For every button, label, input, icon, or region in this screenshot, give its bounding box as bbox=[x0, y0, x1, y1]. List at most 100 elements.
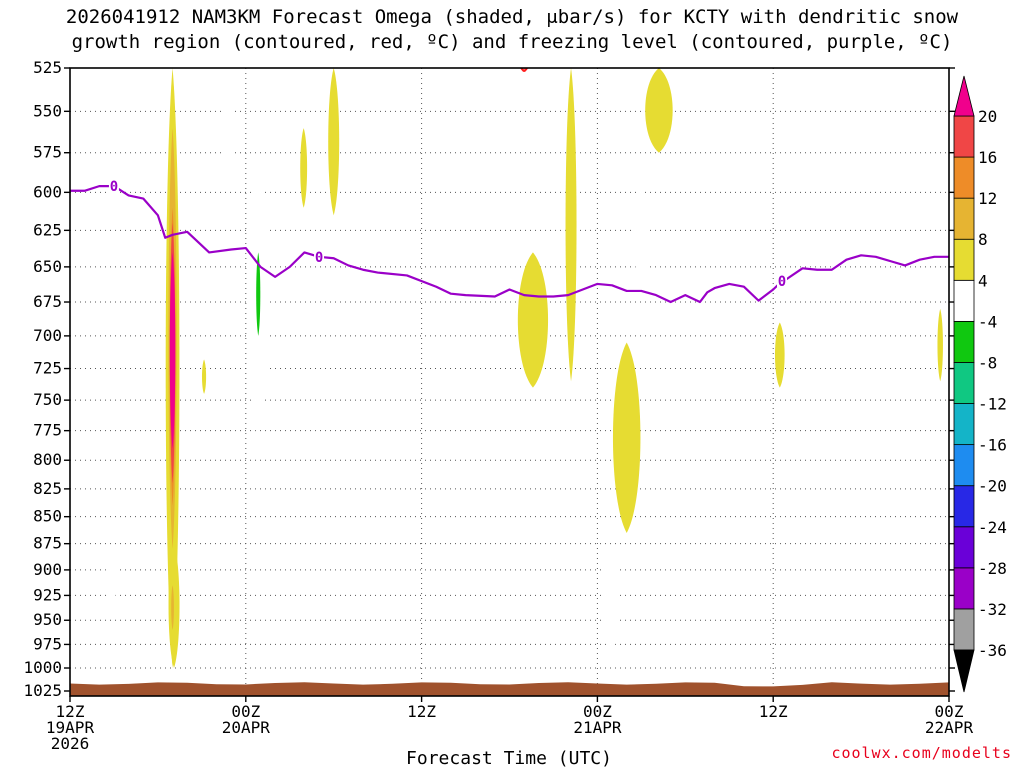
y-tick-label: 800 bbox=[33, 450, 62, 469]
omega-region bbox=[565, 68, 577, 382]
x-tick-label: 2026 bbox=[51, 734, 90, 753]
terrain-shape bbox=[70, 682, 949, 696]
x-tick-label: 22APR bbox=[925, 718, 974, 737]
colorbar-label: -4 bbox=[978, 312, 997, 331]
y-tick-label: 850 bbox=[33, 507, 62, 526]
x-tick-label: 21APR bbox=[573, 718, 622, 737]
x-tick-label: 12Z bbox=[56, 702, 85, 721]
y-tick-label: 600 bbox=[33, 182, 62, 201]
y-axis: 525 550 575 600 625 650 675 700 725 750 775 800 825 8… bbox=[23, 58, 955, 700]
omega-shading bbox=[105, 32, 943, 669]
dendritic-growth-contour: 0 bbox=[520, 64, 528, 75]
omega-region bbox=[937, 308, 943, 382]
y-tick-label: 675 bbox=[33, 292, 62, 311]
colorbar-low-triangle bbox=[953, 649, 975, 693]
freezing-label-bg bbox=[108, 178, 119, 194]
colorbar-band bbox=[953, 279, 975, 322]
colorbar-band bbox=[953, 485, 975, 528]
colorbar-label: -16 bbox=[978, 436, 1007, 455]
plot-area bbox=[70, 68, 949, 696]
colorbar-band bbox=[953, 608, 975, 651]
y-tick-label: 575 bbox=[33, 143, 62, 162]
y-tick-label: 775 bbox=[33, 421, 62, 440]
x-tick-label: 19APR bbox=[46, 718, 95, 737]
x-tick-label: 00Z bbox=[231, 702, 260, 721]
x-tick-label: 12Z bbox=[759, 702, 788, 721]
omega-region bbox=[645, 68, 673, 153]
x-tick-label: 20APR bbox=[222, 718, 271, 737]
omega-region bbox=[577, 32, 591, 68]
omega-region bbox=[517, 252, 549, 388]
omega-region bbox=[201, 359, 207, 394]
colorbar-label: -36 bbox=[978, 641, 1007, 660]
omega-region bbox=[221, 68, 234, 185]
colorbar-label: 16 bbox=[978, 148, 997, 167]
colorbar-band bbox=[953, 526, 975, 569]
colorbar-label: -20 bbox=[978, 477, 1007, 496]
omega-region bbox=[168, 543, 180, 669]
dendritic-growth-label: 0 bbox=[521, 64, 527, 75]
x-tick-label: 00Z bbox=[583, 702, 612, 721]
colorbar-label: -24 bbox=[978, 518, 1007, 537]
freezing-level-label: 0 bbox=[778, 274, 786, 290]
y-tick-label: 625 bbox=[33, 220, 62, 239]
freezing-label-bg bbox=[314, 248, 325, 264]
colorbar-band bbox=[953, 567, 975, 610]
omega-region bbox=[600, 554, 621, 654]
colorbar-band bbox=[953, 197, 975, 240]
omega-region bbox=[612, 342, 641, 533]
omega-region bbox=[300, 128, 308, 208]
x-tick-label: 12Z bbox=[407, 702, 436, 721]
colorbar-label: -12 bbox=[978, 395, 1007, 414]
y-tick-label: 1025 bbox=[23, 681, 62, 700]
colorbar-band bbox=[953, 238, 975, 281]
plot-frame bbox=[69, 67, 950, 697]
omega-region bbox=[105, 548, 117, 611]
colorbar-label: 12 bbox=[978, 189, 997, 208]
colorbar-label: 8 bbox=[978, 230, 988, 249]
colorbar-high-triangle bbox=[953, 75, 975, 117]
omega-region bbox=[256, 252, 261, 336]
colorbar-band bbox=[953, 156, 975, 199]
x-tick-label: 00Z bbox=[935, 702, 964, 721]
omega-region bbox=[634, 184, 649, 296]
freezing-label-bg bbox=[776, 273, 787, 289]
freezing-level-label: 0 bbox=[315, 250, 323, 266]
colorbar-label: 4 bbox=[978, 271, 988, 290]
chart-title-line-1: 2026041912 NAM3KM Forecast Omega (shaded… bbox=[65, 6, 959, 28]
colorbar-label: -8 bbox=[978, 353, 997, 372]
y-tick-label: 1000 bbox=[23, 658, 62, 677]
freezing-level-label: 0 bbox=[110, 179, 118, 195]
chart-title-line-2: growth region (contoured, red, ºC) and f… bbox=[71, 31, 953, 53]
y-tick-label: 875 bbox=[33, 534, 62, 553]
y-tick-label: 725 bbox=[33, 359, 62, 378]
omega-region bbox=[774, 322, 785, 388]
y-tick-label: 550 bbox=[33, 101, 62, 120]
y-tick-label: 525 bbox=[33, 58, 62, 77]
omega-region bbox=[328, 68, 340, 216]
colorbar-band bbox=[953, 403, 975, 446]
y-tick-label: 650 bbox=[33, 257, 62, 276]
x-axis-title: Forecast Time (UTC) bbox=[406, 748, 612, 768]
y-tick-label: 950 bbox=[33, 610, 62, 629]
credit-text: coolwx.com/modelts bbox=[831, 744, 1012, 762]
colorbar-label: 20 bbox=[978, 107, 997, 126]
y-tick-label: 900 bbox=[33, 560, 62, 579]
freezing-level-contour: 0 0 0 bbox=[70, 178, 949, 304]
colorbar-label: -28 bbox=[978, 559, 1007, 578]
colorbar-label: -32 bbox=[978, 600, 1007, 619]
colorbar-band bbox=[953, 320, 975, 363]
y-tick-label: 825 bbox=[33, 479, 62, 498]
colorbar: -36 -32 -28 -24 -20 -16 -12 -8 -4 4 8 12 16 20 bbox=[953, 75, 1007, 693]
colorbar-band bbox=[953, 362, 975, 404]
y-tick-label: 925 bbox=[33, 585, 62, 604]
terrain-fill bbox=[70, 682, 949, 696]
omega-region bbox=[169, 252, 176, 449]
colorbar-band bbox=[953, 115, 975, 158]
y-tick-label: 700 bbox=[33, 326, 62, 345]
omega-region bbox=[171, 585, 174, 630]
colorbar-band bbox=[953, 444, 975, 487]
y-tick-label: 975 bbox=[33, 634, 62, 653]
